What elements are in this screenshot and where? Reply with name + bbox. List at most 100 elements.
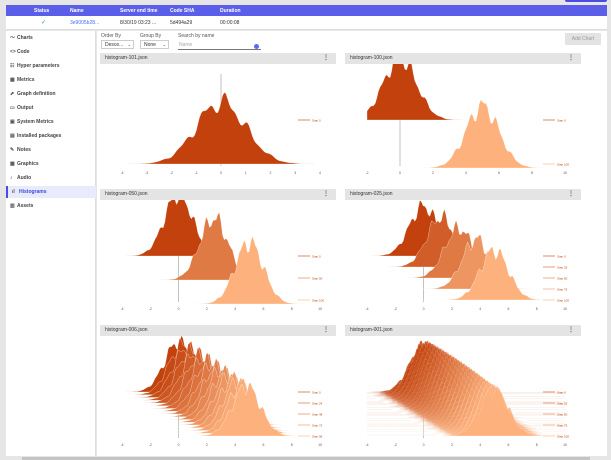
col-duration[interactable]: Duration	[220, 8, 241, 14]
x-tick-label: 2	[206, 443, 208, 447]
legend-label: Step 96	[312, 435, 323, 439]
x-tick-label: 8	[291, 307, 293, 311]
col-status[interactable]: Status	[34, 8, 50, 14]
table-icon: ▦	[10, 77, 15, 83]
x-tick-label: -4	[120, 443, 123, 447]
horizontal-scrollbar[interactable]	[22, 457, 590, 460]
histogram-series-step-80	[367, 375, 565, 428]
sidebar-item-label: Installed packages	[17, 133, 62, 139]
sidebar-item-charts[interactable]: 〜 Charts	[6, 32, 96, 44]
legend-label: Step 50	[312, 277, 323, 281]
x-tick-label: 10	[318, 443, 322, 447]
sliders-icon: ☷	[10, 63, 15, 69]
sidebar-item-graphics[interactable]: ▩ Graphics	[6, 158, 96, 170]
top-action-button[interactable]	[565, 0, 607, 2]
search-label: Search by name	[178, 33, 215, 39]
histogram-series-step-96	[122, 382, 320, 437]
group-by-select[interactable]: None ⌄	[140, 40, 169, 49]
col-server-end[interactable]: Server end time	[120, 8, 158, 14]
x-tick-label: -4	[365, 307, 368, 311]
search-input[interactable]: Name	[178, 41, 261, 50]
pencil-icon: ✎	[10, 147, 15, 153]
x-tick-label: 8	[531, 171, 533, 175]
legend-label: Step 25	[557, 402, 568, 406]
sidebar-item-assets[interactable]: ▥ Assets	[6, 200, 96, 212]
sidebar-item-audio[interactable]: ♪ Audio	[6, 172, 96, 184]
x-tick-label: -3	[145, 171, 148, 175]
legend-label: Step 72	[312, 424, 323, 428]
sidebar-item-installed-packages[interactable]: ▤ Installed packages	[6, 130, 96, 142]
col-name[interactable]: Name	[70, 8, 84, 14]
x-tick-label: 0	[423, 443, 425, 447]
sidebar-item-label: Audio	[17, 175, 32, 181]
x-tick-label: 8	[536, 443, 538, 447]
more-options-icon[interactable]: ⋮	[323, 327, 329, 333]
sidebar-item-label: Assets	[17, 203, 34, 209]
image-icon: ▩	[10, 161, 15, 167]
cpu-icon: ▣	[10, 119, 15, 125]
histograms-view: Order By Desce... ⌄ Group By None ⌄ Search…	[97, 31, 607, 456]
x-tick-label: 10	[563, 307, 567, 311]
histogram-series-step-50	[122, 211, 320, 281]
more-options-icon[interactable]: ⋮	[323, 191, 329, 197]
x-tick-label: 10	[318, 307, 322, 311]
x-tick-label: 0	[399, 171, 401, 175]
sidebar-item-label: Graphics	[17, 161, 39, 167]
legend-label: Step 50	[557, 277, 568, 281]
sidebar-item-notes[interactable]: ✎ Notes	[6, 144, 96, 156]
sidebar-item-metrics[interactable]: ▦ Metrics	[6, 74, 96, 86]
order-by-select[interactable]: Desce... ⌄	[101, 40, 134, 49]
assets-icon: ▥	[10, 203, 15, 209]
legend-label: Step 100	[312, 299, 324, 303]
code-icon: <>	[10, 49, 16, 55]
legend-label: Step 0	[312, 119, 321, 123]
experiment-row[interactable]: ✓ 3e9005b28... 8/30/19 03:23 ... 5d494a2…	[6, 16, 607, 30]
sidebar-item-label: Notes	[17, 147, 31, 153]
col-code-sha[interactable]: Code SHA	[170, 8, 195, 14]
x-tick-label: 4	[479, 307, 481, 311]
x-tick-label: 8	[536, 307, 538, 311]
legend-label: Step 100	[557, 163, 569, 167]
sidebar-item-graph-definition[interactable]: ⬈ Graph definition	[6, 88, 96, 100]
x-tick-label: 2	[451, 307, 453, 311]
histogram-chart: Step 0 Step 25 Step 50 Step 75 Step 100 -4 -2 0…	[365, 200, 569, 311]
x-tick-label: -2	[149, 443, 152, 447]
chevron-down-icon: ⌄	[127, 42, 131, 47]
x-tick-label: -2	[394, 307, 397, 311]
sidebar-item-code[interactable]: <>Code	[6, 46, 96, 58]
histogram-series-step-96	[366, 383, 566, 435]
more-options-icon[interactable]: ⋮	[568, 327, 574, 333]
group-by-label: Group By	[140, 33, 162, 39]
histogram-series-step-90	[121, 378, 321, 434]
more-options-icon[interactable]: ⋮	[568, 191, 574, 197]
x-tick-label: 0	[423, 307, 425, 311]
x-tick-label: -2	[394, 443, 397, 447]
x-tick-label: 2	[451, 443, 453, 447]
legend-label: Step 25	[557, 266, 568, 270]
sidebar-item-hyper-parameters[interactable]: ☷ Hyper parameters	[6, 60, 96, 72]
sidebar-item-system-metrics[interactable]: ▣ System Metrics	[6, 116, 96, 128]
histogram-chart: Step 0 Step 50 Step 100 -4 -2 0 2 4 6 8 10	[120, 200, 324, 311]
sidebar-item-label: Graph definition	[17, 91, 56, 97]
histogram-series-step-100	[367, 99, 565, 169]
x-tick-label: 8	[291, 443, 293, 447]
histogram-series-step-100	[122, 235, 320, 305]
sidebar-item-output[interactable]: ▭ Output	[6, 102, 96, 114]
histogram-series-step-100	[367, 385, 565, 437]
x-tick-label: 4	[319, 171, 321, 175]
more-options-icon[interactable]: ⋮	[323, 55, 329, 61]
add-chart-button[interactable]: Add Chart	[565, 33, 601, 45]
duration: 00:00:08	[220, 20, 240, 26]
server-end-time: 8/30/19 03:23 ...	[120, 20, 157, 26]
sidebar-item-histograms[interactable]: ıl Histograms	[6, 186, 96, 198]
legend-label: Step 100	[557, 299, 569, 303]
x-tick-label: 1	[245, 171, 247, 175]
more-options-icon[interactable]: ⋮	[568, 55, 574, 61]
legend-label: Step 48	[312, 413, 323, 417]
sidebar-item-label: Hyper parameters	[17, 63, 60, 69]
package-icon: ▤	[10, 133, 15, 139]
experiment-name-link[interactable]: 3e9005b28...	[70, 20, 100, 26]
x-tick-label: 4	[479, 443, 481, 447]
search-icon[interactable]	[254, 44, 259, 49]
